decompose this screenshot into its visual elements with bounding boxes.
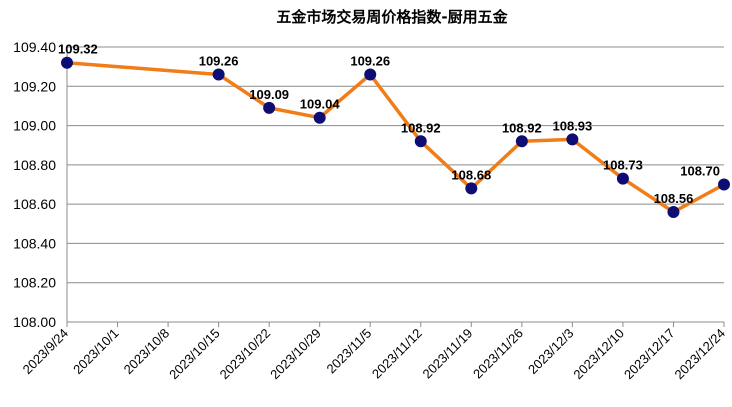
data-point bbox=[616, 172, 629, 185]
y-tick-label: 108.80 bbox=[13, 157, 56, 173]
data-point bbox=[718, 178, 730, 191]
data-point bbox=[566, 133, 579, 146]
data-label: 108.92 bbox=[502, 120, 542, 135]
series-group bbox=[61, 56, 730, 218]
data-label: 109.04 bbox=[300, 97, 341, 112]
x-tick-label: 2023/9/24 bbox=[20, 326, 72, 378]
x-tick-label: 2023/12/17 bbox=[621, 326, 678, 383]
data-label: 108.68 bbox=[451, 167, 491, 182]
data-label: 108.70 bbox=[680, 164, 720, 179]
data-point bbox=[465, 182, 478, 195]
y-tick-label: 109.00 bbox=[13, 118, 56, 134]
data-label: 109.09 bbox=[249, 87, 289, 102]
y-tick-label: 109.20 bbox=[13, 78, 56, 94]
chart-title: 五金市场交易周价格指数-厨用五金 bbox=[276, 8, 508, 26]
data-point bbox=[515, 135, 528, 148]
data-point bbox=[364, 68, 377, 81]
y-tick-label: 109.40 bbox=[13, 39, 56, 55]
data-label: 108.56 bbox=[654, 191, 694, 206]
data-label: 108.92 bbox=[401, 120, 441, 135]
data-point bbox=[313, 111, 326, 124]
y-tick-label: 108.20 bbox=[13, 275, 56, 291]
gridlines bbox=[66, 46, 725, 327]
y-axis-ticks: 108.00 108.20 108.40 108.60 108.80 109.00 109.… bbox=[13, 39, 56, 330]
data-label: 108.73 bbox=[603, 158, 643, 173]
data-point bbox=[667, 206, 680, 218]
x-tick-label: 2023/10/22 bbox=[217, 326, 274, 383]
x-tick-label: 2023/11/12 bbox=[369, 326, 425, 382]
x-tick-label: 2023/12/3 bbox=[525, 326, 577, 378]
data-label: 109.26 bbox=[199, 54, 239, 69]
x-tick-label: 2023/11/19 bbox=[419, 326, 475, 382]
data-point bbox=[263, 101, 276, 114]
y-tick-label: 108.60 bbox=[13, 196, 56, 212]
data-point bbox=[414, 135, 427, 148]
data-point bbox=[212, 68, 225, 81]
data-labels: 109.32 109.26 109.09 109.04 109.26 108.92 108.… bbox=[58, 42, 720, 206]
x-tick-label: 2023/12/10 bbox=[570, 326, 627, 383]
data-label: 108.93 bbox=[553, 118, 593, 133]
data-point bbox=[61, 56, 73, 69]
x-tick-label: 2023/10/29 bbox=[267, 326, 324, 383]
x-tick-label: 2023/11/26 bbox=[470, 326, 526, 382]
x-tick-label: 2023/10/1 bbox=[70, 326, 122, 378]
x-tick-label: 2023/12/24 bbox=[671, 326, 728, 383]
data-label: 109.32 bbox=[58, 42, 98, 57]
x-tick-label: 2023/11/5 bbox=[324, 326, 375, 377]
y-tick-label: 108.40 bbox=[13, 235, 56, 251]
series-line bbox=[66, 60, 725, 214]
y-tick-label: 108.00 bbox=[13, 314, 56, 330]
x-tick-label: 2023/10/8 bbox=[121, 326, 173, 378]
x-tick-label: 2023/10/15 bbox=[166, 326, 223, 383]
x-axis-ticks: 2023/9/24 2023/10/1 2023/10/82023/10/15202… bbox=[20, 326, 729, 383]
data-label: 109.26 bbox=[350, 54, 390, 69]
